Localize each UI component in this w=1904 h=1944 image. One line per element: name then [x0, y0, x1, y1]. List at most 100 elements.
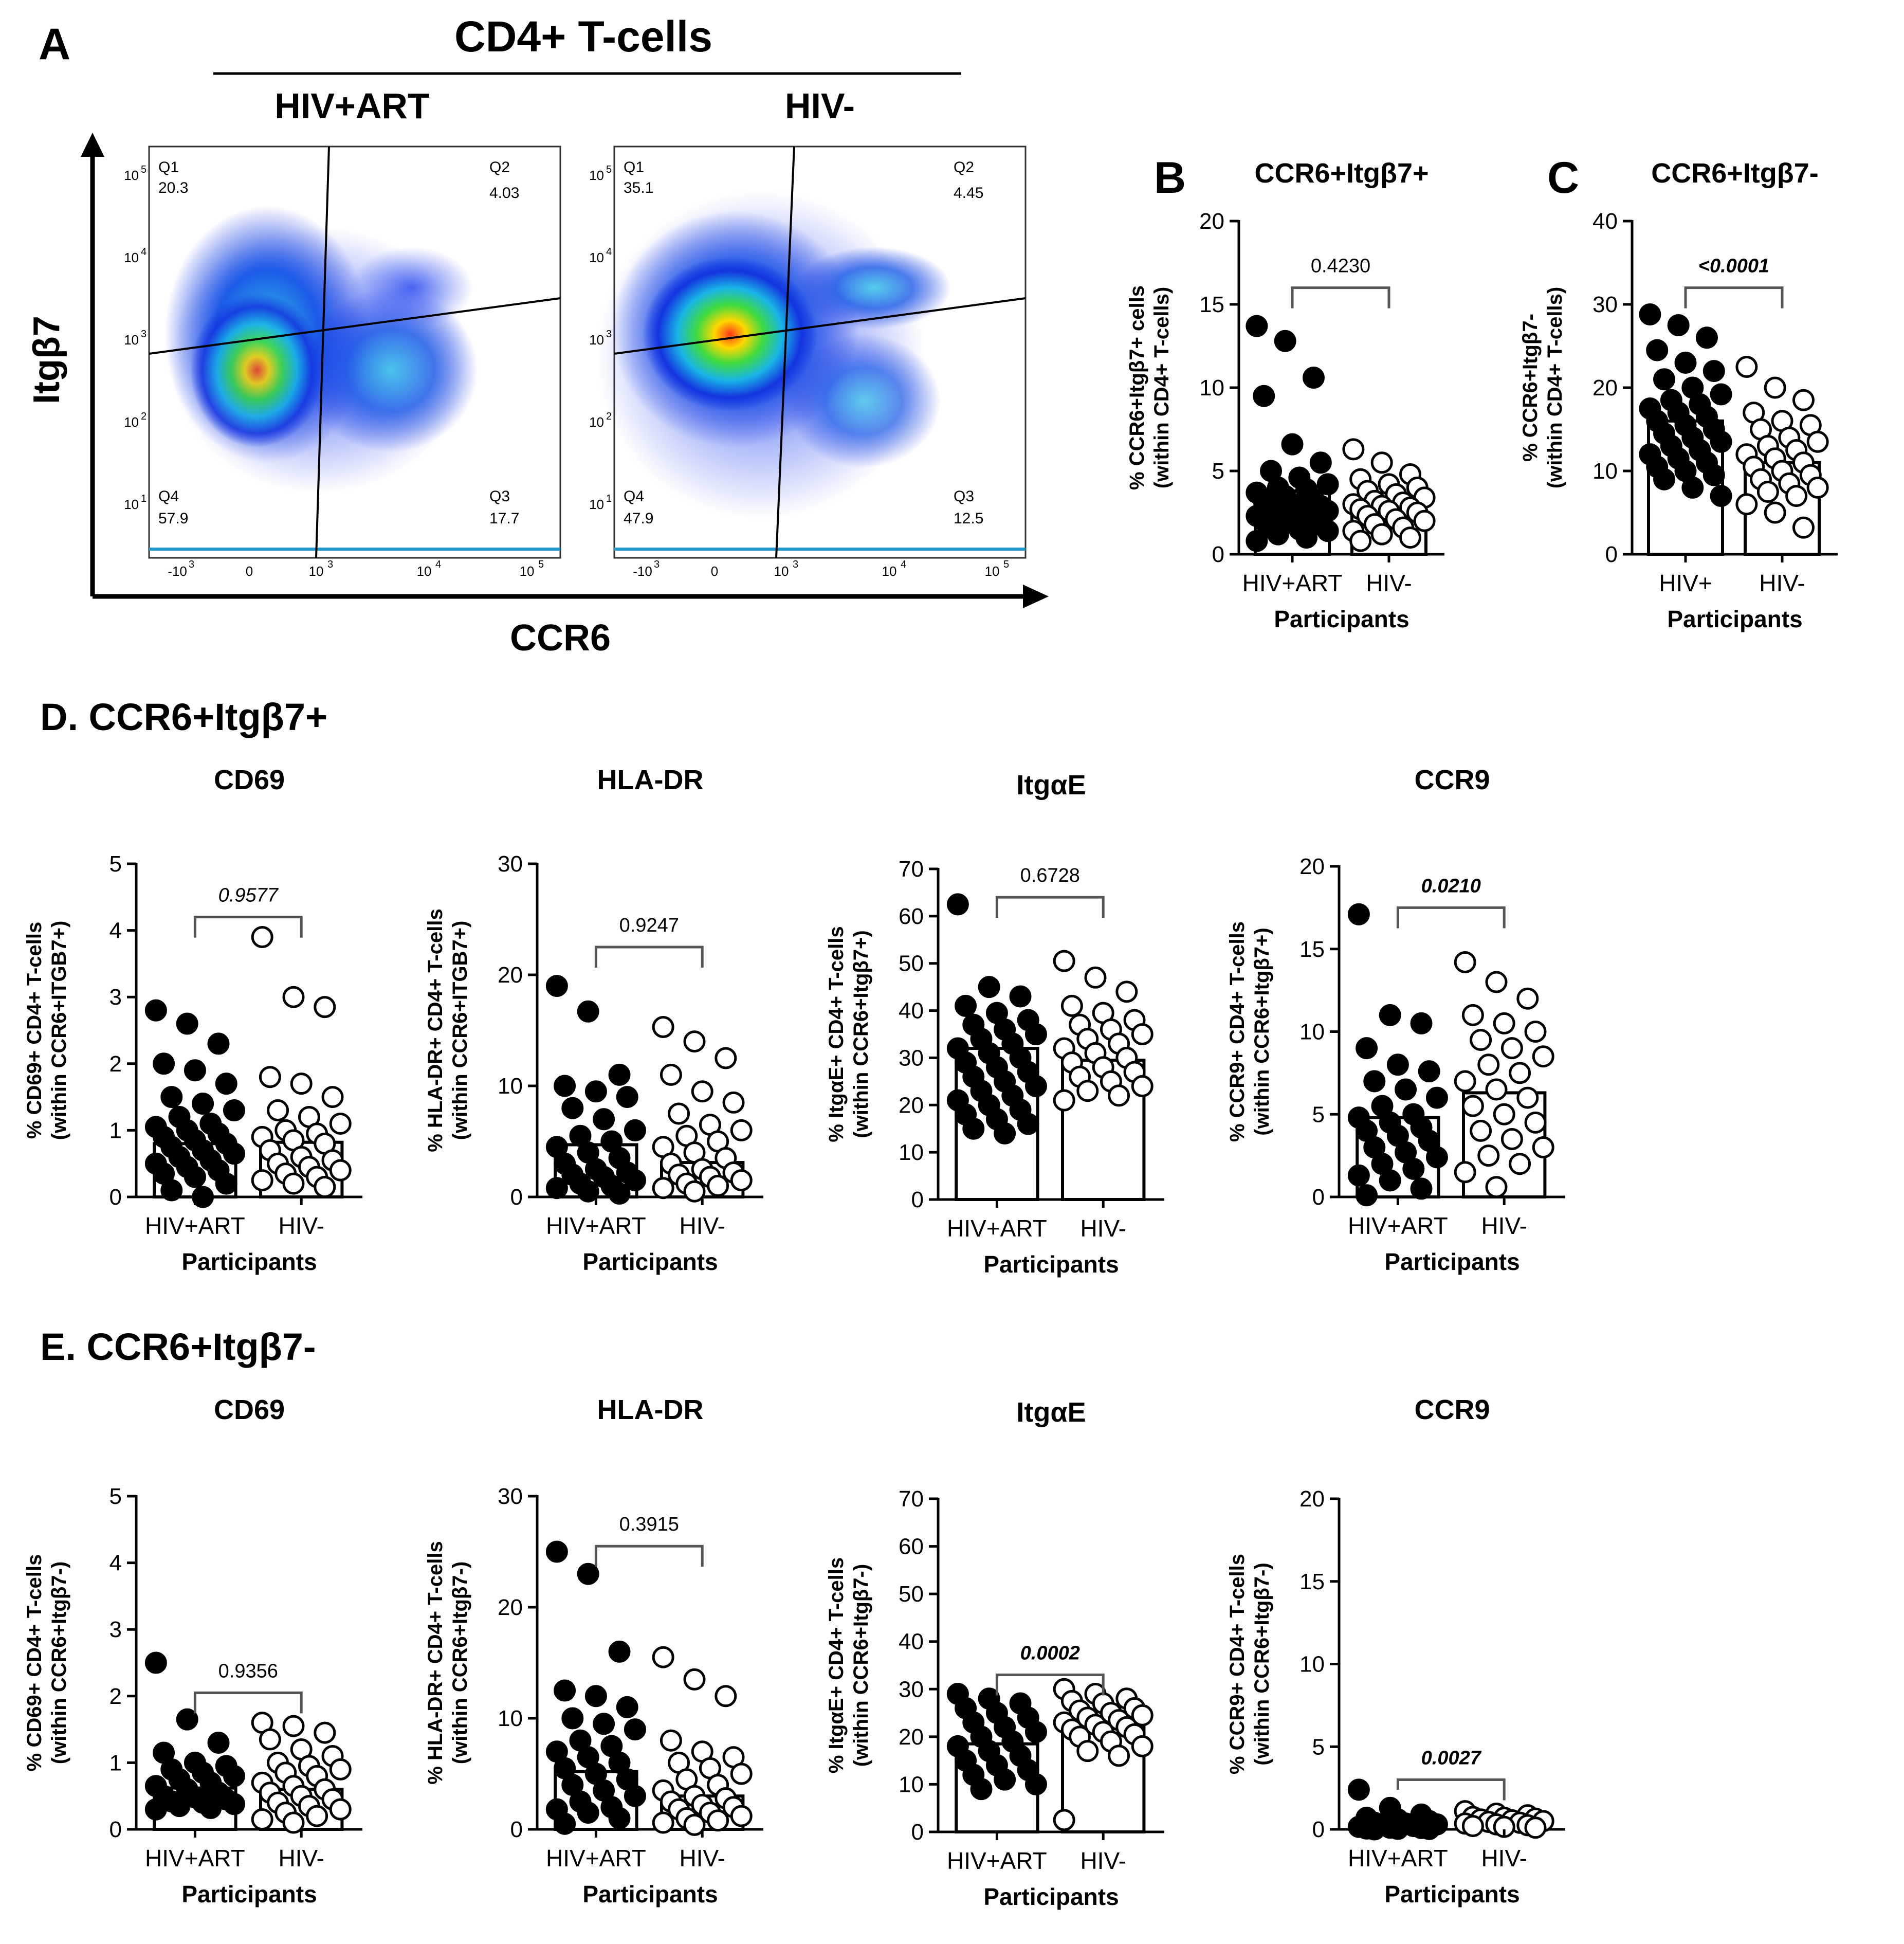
- data-point: [660, 1063, 682, 1086]
- y-axis-label-line2: (within CCR6+Itgβ7-): [48, 1561, 70, 1764]
- data-point: [707, 1809, 729, 1832]
- data-point: [1493, 1012, 1515, 1034]
- data-point: [1115, 980, 1138, 1003]
- significance-bracket: [594, 946, 704, 968]
- y-axis-label-line1: % CCR9+ CD4+ T-cells: [1226, 921, 1249, 1142]
- data-point: [561, 1707, 584, 1730]
- data-point: [1386, 1053, 1409, 1076]
- x-category-label: HIV-: [679, 1212, 725, 1239]
- x-category-label: HIV-: [1080, 1847, 1126, 1874]
- data-point: [1024, 1075, 1047, 1098]
- significance-bracket: [995, 1674, 1105, 1696]
- y-tick-label: 0: [109, 1185, 122, 1210]
- data-point: [1316, 520, 1339, 542]
- y-tick-label: 10: [1299, 1020, 1325, 1045]
- data-point: [1356, 1184, 1378, 1207]
- data-point: [1418, 1060, 1440, 1083]
- data-point: [1500, 1128, 1523, 1150]
- data-point: [1246, 530, 1268, 552]
- data-point: [1053, 950, 1075, 972]
- data-point: [593, 1108, 615, 1131]
- y-tick-label: 0: [911, 1820, 924, 1845]
- x-category-label: HIV+ART: [947, 1215, 1047, 1242]
- data-point: [683, 1668, 706, 1691]
- x-category-label: HIV-: [278, 1845, 324, 1872]
- data-point: [1710, 383, 1732, 406]
- flow-y-tick-exponent: 5: [141, 164, 147, 175]
- data-point: [1108, 1084, 1130, 1107]
- data-point: [160, 1086, 183, 1109]
- y-tick-label: 20: [498, 1595, 523, 1620]
- chart-title: ItgαE: [1016, 1397, 1086, 1428]
- flow-x-ticks: -10 3 0 10 3 10 4 10 5: [633, 559, 1009, 579]
- data-point: [1516, 1086, 1539, 1109]
- data-point: [1342, 438, 1365, 461]
- gate-vertical: [315, 146, 330, 558]
- data-point: [1402, 1157, 1425, 1180]
- p-value-label: 0.9356: [218, 1660, 278, 1682]
- q3-value: 12.5: [954, 510, 983, 527]
- data-point: [314, 1176, 336, 1198]
- q1-label: Q1: [624, 159, 644, 176]
- y-tick-label: 20: [1299, 854, 1325, 879]
- x-axis-label: Participants: [1274, 606, 1409, 632]
- y-tick-label: 15: [1299, 1569, 1325, 1594]
- flow-x-tick-exponent: 3: [654, 559, 660, 570]
- data-point: [1060, 994, 1083, 1017]
- data-point: [1131, 1704, 1154, 1727]
- y-tick-label: 50: [899, 1582, 924, 1607]
- data-point: [978, 976, 1000, 998]
- chart-panel-b: B CCR6+Itgβ7+ 0 5 10 15 20 % CCR6+Itgβ7+ cells(…: [1126, 153, 1444, 632]
- flow-x-tick-label: 10: [309, 564, 324, 579]
- data-point: [691, 1080, 713, 1103]
- p-value-label: 0.6728: [1020, 865, 1080, 886]
- x-category-label: HIV-: [1759, 570, 1805, 596]
- flow-x-tick-exponent: 3: [189, 559, 194, 570]
- data-point: [970, 1778, 993, 1801]
- data-point: [1418, 1818, 1440, 1840]
- data-point: [168, 1795, 191, 1818]
- data-point: [199, 1797, 222, 1820]
- data-point: [1735, 493, 1758, 516]
- y-axis-label-line2: (within CCR6+Itgβ7-): [449, 1561, 471, 1764]
- chart-title: ItgαE: [1016, 770, 1086, 801]
- flow-y-tick-exponent: 3: [606, 329, 612, 340]
- data-point: [290, 1073, 313, 1095]
- flow-x-tick-label: 10: [417, 564, 432, 579]
- y-tick-label: 15: [1299, 937, 1325, 962]
- gate-horizontal: [149, 297, 561, 355]
- y-tick-label: 0: [1312, 1185, 1325, 1210]
- data-point: [1764, 501, 1786, 524]
- chart-title: CCR6+Itgβ7-: [1651, 158, 1819, 189]
- data-point: [1349, 530, 1372, 552]
- data-point: [624, 1119, 646, 1141]
- q3-label: Q3: [489, 488, 510, 505]
- data-point: [1516, 987, 1539, 1010]
- data-point: [1454, 1161, 1476, 1184]
- flow-y-tick-exponent: 2: [606, 411, 612, 422]
- data-point: [329, 1798, 352, 1821]
- y-axis-label-line1: % CCR9+ CD4+ T-cells: [1226, 1554, 1249, 1774]
- flow-plot-title-hiv-art: HIV+ART: [274, 86, 429, 126]
- y-tick-label: 30: [498, 851, 523, 877]
- y-tick-label: 5: [109, 1484, 122, 1509]
- data-point: [306, 1805, 328, 1827]
- data-point: [251, 1808, 273, 1831]
- flow-x-tick-label: 0: [246, 564, 253, 579]
- p-value-label: 0.3915: [619, 1514, 679, 1535]
- data-point: [1639, 303, 1661, 325]
- flow-x-tick-label: -10: [168, 564, 187, 579]
- x-category-label: HIV-: [1080, 1215, 1126, 1242]
- data-point: [215, 1172, 237, 1195]
- data-point: [1302, 367, 1325, 389]
- data-point: [1735, 356, 1758, 378]
- data-point: [1253, 385, 1275, 407]
- data-point: [1461, 1004, 1484, 1026]
- y-tick-label: 70: [899, 1486, 924, 1512]
- y-tick-label: 40: [899, 1629, 924, 1655]
- flow-y-tick-label: 10: [589, 414, 604, 430]
- data-point: [561, 1097, 584, 1119]
- data-point: [652, 1177, 674, 1200]
- y-tick-label: 2: [109, 1684, 122, 1709]
- y-axis-label-line1: % CCR6+Itgβ7+ cells: [1126, 285, 1148, 490]
